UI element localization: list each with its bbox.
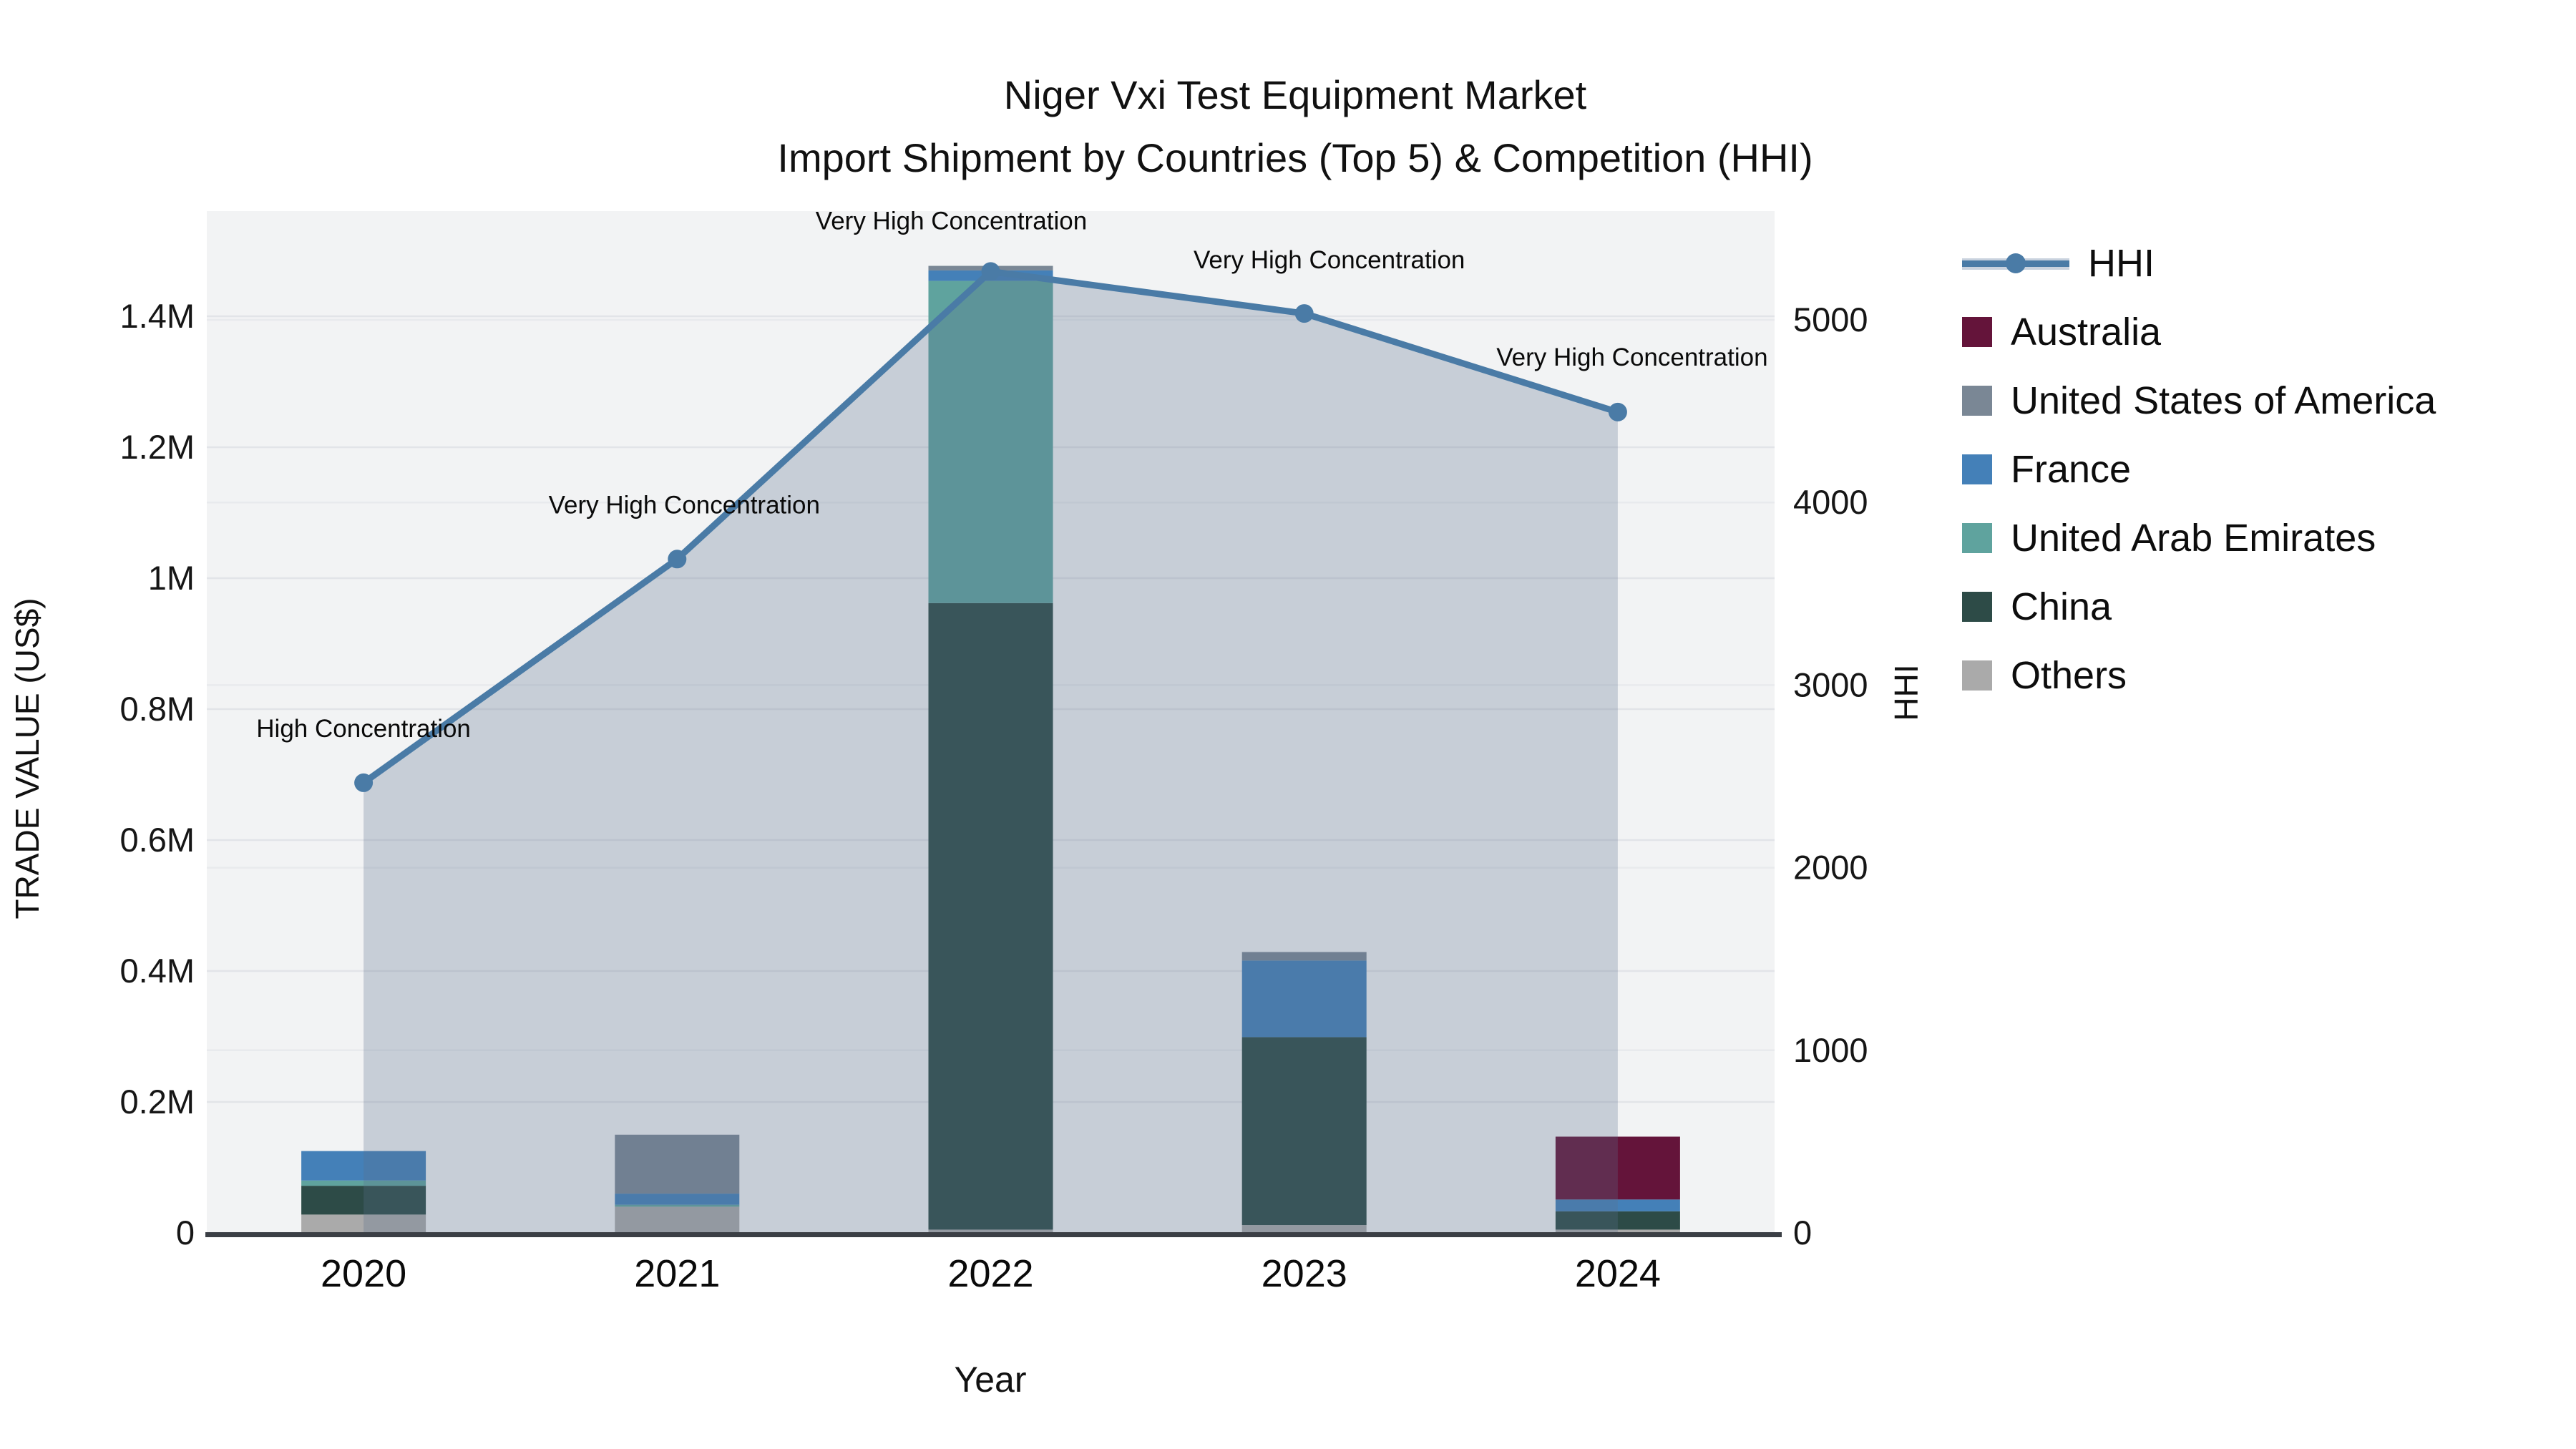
annotation-2023: Very High Concentration [1194,246,1465,274]
annotation-2021: Very High Concentration [549,491,820,519]
bar-segment-france [301,1151,426,1181]
y-right-tick: 2000 [1793,849,1868,887]
legend-swatch [1962,317,1992,347]
y-right-tick: 5000 [1793,301,1868,338]
x-tick-2024: 2024 [1575,1252,1661,1295]
hhi-point-2020 [354,773,374,792]
bar-segment-china [301,1186,426,1215]
y-right-tick: 0 [1793,1214,1812,1252]
legend-item-china[interactable]: China [1962,585,2436,628]
legend-label: Others [2011,654,2127,697]
legend-item-australia[interactable]: Australia [1962,311,2436,353]
legend-swatch [1962,592,1992,622]
legend-label: China [2011,585,2112,628]
bar-segment-others [1555,1229,1680,1233]
bar-segment-france [1241,960,1367,1038]
legend-item-hhi[interactable]: HHI [1962,242,2436,285]
hhi-point-2024 [1608,402,1627,421]
legend-label: United States of America [2011,379,2436,422]
x-tick-2021: 2021 [634,1252,720,1295]
legend-swatch [1962,523,1992,553]
y-left-tick: 0 [176,1214,195,1252]
y-right-tick: 3000 [1793,665,1868,703]
legend-item-france[interactable]: France [1962,448,2436,491]
x-tick-2022: 2022 [947,1252,1033,1295]
legend-swatch [1962,386,1992,416]
bar-segment-united-arab-emirates [615,1204,740,1207]
hhi-point-2023 [1294,304,1314,323]
annotation-2024: Very High Concentration [1496,343,1767,371]
bar-segment-china [928,602,1053,1230]
y-right-tick: 4000 [1793,483,1868,521]
bar-segment-china [1241,1037,1367,1226]
y-left-tick: 1.4M [120,297,195,335]
legend-item-united-states-of-america[interactable]: United States of America [1962,379,2436,422]
chart-title-line2: Import Shipment by Countries (Top 5) & C… [777,135,1813,180]
y-left-tick: 1.2M [120,428,195,466]
bar-segment-france [615,1194,740,1205]
bar-segment-others [615,1206,740,1233]
bar-segment-others [1241,1225,1367,1233]
hhi-point-2022 [981,262,1000,281]
legend-swatch [1962,454,1992,484]
y-left-tick: 0.2M [120,1083,195,1121]
annotation-2020: High Concentration [256,715,471,743]
y-left-tick: 1M [148,559,195,597]
bar-segment-others [301,1214,426,1233]
legend-label: France [2011,448,2132,491]
y-right-tick: 1000 [1793,1031,1868,1069]
chart-title-line1: Niger Vxi Test Equipment Market [1003,72,1587,117]
bar-segment-others [928,1229,1053,1233]
bar-segment-united-arab-emirates [301,1180,426,1186]
x-axis-line [205,1232,1782,1237]
legend-label: United Arab Emirates [2011,517,2376,560]
x-tick-2020: 2020 [321,1252,406,1295]
legend-hhi-line-marker [1962,251,2069,275]
legend: HHI Australia United States of America Fran… [1962,242,2436,723]
y-left-tick: 0.8M [120,690,195,728]
legend-label: Australia [2011,311,2162,353]
bar-segment-china [1555,1211,1680,1230]
legend-item-united-arab-emirates[interactable]: United Arab Emirates [1962,517,2436,560]
bar-segment-united-states-of-america [1241,952,1367,961]
x-axis-title: Year [954,1360,1027,1400]
bar-segment-france [1555,1199,1680,1211]
x-tick-2023: 2023 [1262,1252,1347,1295]
legend-label: HHI [2088,242,2155,285]
hhi-point-2021 [668,550,687,569]
hhi-area-fill [364,271,1618,1233]
bar-segment-united-states-of-america [615,1134,740,1194]
bar-segment-united-arab-emirates [928,280,1053,603]
bar-segment-australia [1555,1136,1680,1200]
y-left-tick: 0.4M [120,952,195,990]
legend-item-others[interactable]: Others [1962,654,2436,697]
legend-swatch [1962,660,1992,691]
annotation-2022: Very High Concentration [816,207,1087,235]
y-left-tick: 0.6M [120,821,195,859]
